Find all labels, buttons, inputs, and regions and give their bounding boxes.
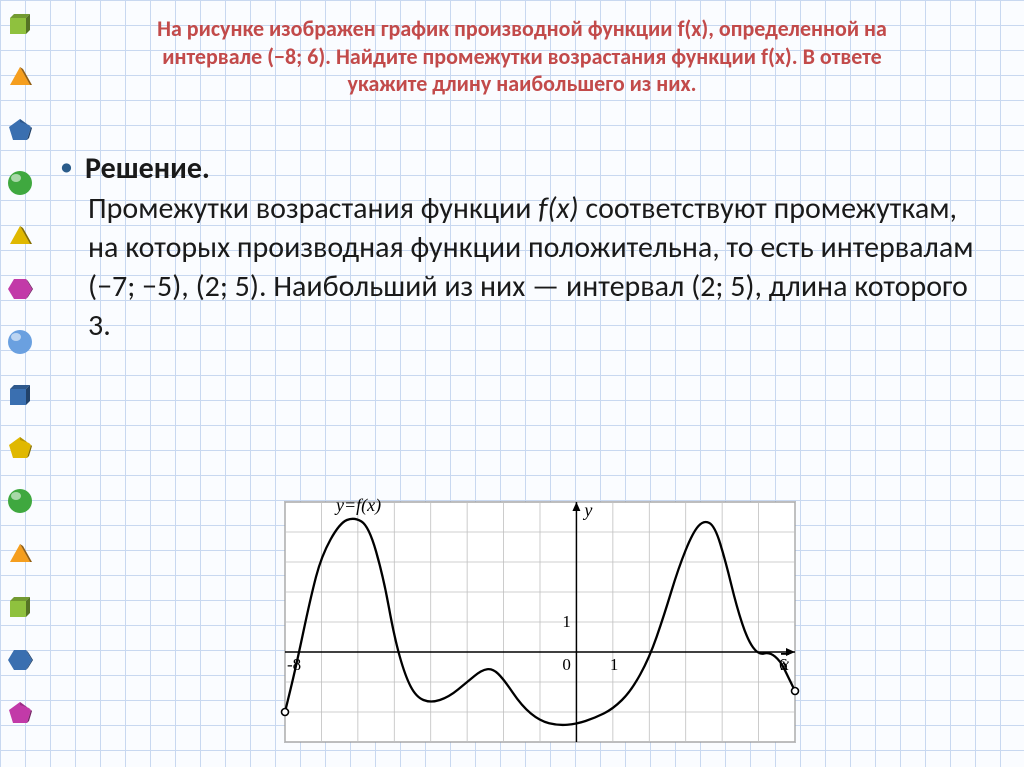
solution-text: Промежутки возрастания функции f(x) соот…	[88, 189, 989, 345]
bullet-row: • Решение.	[60, 150, 989, 187]
title-line-1: На рисунке изображен график производной …	[157, 15, 887, 42]
derivative-chart: y=f(x)yx011-86	[280, 497, 800, 747]
pentagon-3d-icon	[6, 434, 34, 462]
bullet-icon: •	[60, 150, 73, 184]
chart-svg: y=f(x)yx011-86	[280, 497, 800, 747]
title-line-3: укажите длину наибольшего из них.	[348, 70, 697, 97]
svg-text:y=f(x): y=f(x)	[334, 497, 381, 516]
title-line-2: интервале (−8; 6). Найдите промежутки во…	[162, 43, 882, 70]
solution-block: • Решение. Промежутки возрастания функци…	[60, 150, 989, 345]
pentagon-3d-icon	[6, 116, 34, 144]
svg-text:1: 1	[562, 612, 571, 631]
triangle-3d-icon	[6, 540, 34, 568]
solution-heading: Решение.	[85, 150, 210, 187]
hexagon-3d-icon	[6, 275, 34, 303]
triangle-3d-icon	[6, 222, 34, 250]
svg-text:0: 0	[562, 655, 571, 674]
pentagon-3d-icon	[6, 699, 34, 727]
svg-text:1: 1	[610, 655, 619, 674]
square-3d-icon	[6, 381, 34, 409]
square-3d-icon	[6, 10, 34, 38]
sphere-icon	[6, 487, 34, 515]
sphere-icon	[6, 169, 34, 197]
hexagon-3d-icon	[6, 646, 34, 674]
svg-text:y: y	[582, 500, 592, 520]
decorative-shape-column	[0, 0, 40, 767]
problem-title: На рисунке изображен график производной …	[55, 15, 989, 98]
sphere-icon	[6, 328, 34, 356]
svg-text:-8: -8	[287, 655, 301, 674]
triangle-3d-icon	[6, 63, 34, 91]
slide: На рисунке изображен график производной …	[0, 0, 1024, 767]
svg-text:6: 6	[779, 655, 788, 674]
square-3d-icon	[6, 593, 34, 621]
